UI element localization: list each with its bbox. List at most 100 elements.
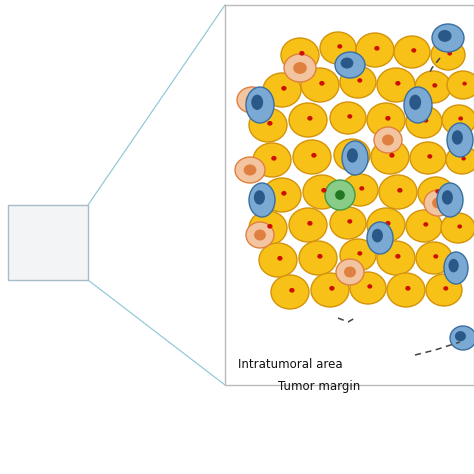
Ellipse shape bbox=[374, 46, 380, 51]
Ellipse shape bbox=[235, 157, 265, 183]
Ellipse shape bbox=[432, 24, 464, 52]
Ellipse shape bbox=[357, 251, 362, 255]
Ellipse shape bbox=[457, 224, 462, 228]
Ellipse shape bbox=[432, 83, 438, 88]
Ellipse shape bbox=[342, 174, 378, 206]
Ellipse shape bbox=[299, 241, 337, 275]
Ellipse shape bbox=[372, 229, 383, 242]
Ellipse shape bbox=[254, 229, 266, 240]
Ellipse shape bbox=[431, 40, 465, 70]
Ellipse shape bbox=[397, 188, 402, 192]
Ellipse shape bbox=[263, 73, 301, 107]
Ellipse shape bbox=[342, 141, 368, 175]
Ellipse shape bbox=[251, 95, 263, 110]
Ellipse shape bbox=[267, 121, 273, 126]
Ellipse shape bbox=[356, 33, 394, 67]
Ellipse shape bbox=[293, 140, 331, 174]
Ellipse shape bbox=[377, 68, 415, 102]
Ellipse shape bbox=[415, 71, 451, 103]
Bar bbox=[225, 5, 474, 385]
Ellipse shape bbox=[405, 286, 410, 291]
Ellipse shape bbox=[385, 221, 391, 226]
Ellipse shape bbox=[424, 190, 452, 216]
Ellipse shape bbox=[395, 81, 401, 86]
Ellipse shape bbox=[423, 118, 428, 123]
Ellipse shape bbox=[277, 256, 283, 261]
Ellipse shape bbox=[249, 211, 287, 245]
Ellipse shape bbox=[347, 148, 358, 163]
Ellipse shape bbox=[423, 222, 428, 227]
Ellipse shape bbox=[433, 254, 438, 259]
Ellipse shape bbox=[281, 86, 287, 91]
Ellipse shape bbox=[246, 94, 258, 106]
Ellipse shape bbox=[447, 71, 474, 99]
Ellipse shape bbox=[404, 87, 432, 123]
Ellipse shape bbox=[249, 108, 287, 142]
Ellipse shape bbox=[253, 143, 291, 177]
Ellipse shape bbox=[371, 140, 409, 174]
Ellipse shape bbox=[411, 48, 416, 53]
Ellipse shape bbox=[448, 259, 459, 273]
Ellipse shape bbox=[347, 219, 352, 224]
Ellipse shape bbox=[284, 54, 316, 82]
Ellipse shape bbox=[340, 239, 376, 271]
Ellipse shape bbox=[441, 213, 474, 243]
Ellipse shape bbox=[444, 252, 468, 284]
Ellipse shape bbox=[359, 186, 365, 191]
Ellipse shape bbox=[329, 286, 335, 291]
Ellipse shape bbox=[385, 116, 391, 121]
Ellipse shape bbox=[330, 102, 366, 134]
Ellipse shape bbox=[237, 87, 267, 113]
Ellipse shape bbox=[293, 62, 307, 74]
Ellipse shape bbox=[435, 189, 440, 194]
Ellipse shape bbox=[335, 52, 365, 78]
Ellipse shape bbox=[374, 127, 402, 153]
Ellipse shape bbox=[281, 191, 287, 196]
Ellipse shape bbox=[416, 242, 452, 274]
Ellipse shape bbox=[427, 154, 432, 159]
Ellipse shape bbox=[311, 273, 349, 307]
Ellipse shape bbox=[281, 38, 319, 72]
Ellipse shape bbox=[367, 208, 405, 242]
Ellipse shape bbox=[426, 274, 462, 306]
Ellipse shape bbox=[321, 188, 327, 192]
Ellipse shape bbox=[334, 139, 370, 171]
Ellipse shape bbox=[289, 288, 294, 292]
Ellipse shape bbox=[246, 222, 274, 248]
Ellipse shape bbox=[410, 142, 446, 174]
Ellipse shape bbox=[351, 151, 356, 155]
Ellipse shape bbox=[458, 117, 463, 120]
Ellipse shape bbox=[387, 273, 425, 307]
Ellipse shape bbox=[452, 130, 463, 145]
Ellipse shape bbox=[442, 105, 474, 135]
Ellipse shape bbox=[447, 123, 473, 157]
Ellipse shape bbox=[336, 259, 364, 285]
Ellipse shape bbox=[367, 103, 405, 137]
Ellipse shape bbox=[409, 95, 421, 110]
Ellipse shape bbox=[341, 57, 354, 69]
Ellipse shape bbox=[337, 44, 342, 49]
Ellipse shape bbox=[259, 243, 297, 277]
Ellipse shape bbox=[271, 156, 276, 161]
Ellipse shape bbox=[271, 275, 309, 309]
Ellipse shape bbox=[389, 153, 394, 158]
Ellipse shape bbox=[289, 208, 327, 242]
Ellipse shape bbox=[307, 221, 312, 226]
Ellipse shape bbox=[299, 51, 305, 55]
Ellipse shape bbox=[461, 156, 466, 161]
Ellipse shape bbox=[379, 175, 417, 209]
Ellipse shape bbox=[325, 180, 355, 210]
Ellipse shape bbox=[246, 87, 274, 123]
Ellipse shape bbox=[406, 210, 442, 242]
Ellipse shape bbox=[303, 175, 341, 209]
Ellipse shape bbox=[347, 114, 352, 118]
Ellipse shape bbox=[377, 241, 415, 275]
Ellipse shape bbox=[455, 331, 466, 341]
Ellipse shape bbox=[344, 266, 356, 277]
Ellipse shape bbox=[350, 272, 386, 304]
Ellipse shape bbox=[244, 164, 256, 175]
Ellipse shape bbox=[289, 103, 327, 137]
Ellipse shape bbox=[307, 116, 312, 121]
Ellipse shape bbox=[450, 326, 474, 350]
Ellipse shape bbox=[267, 224, 273, 228]
